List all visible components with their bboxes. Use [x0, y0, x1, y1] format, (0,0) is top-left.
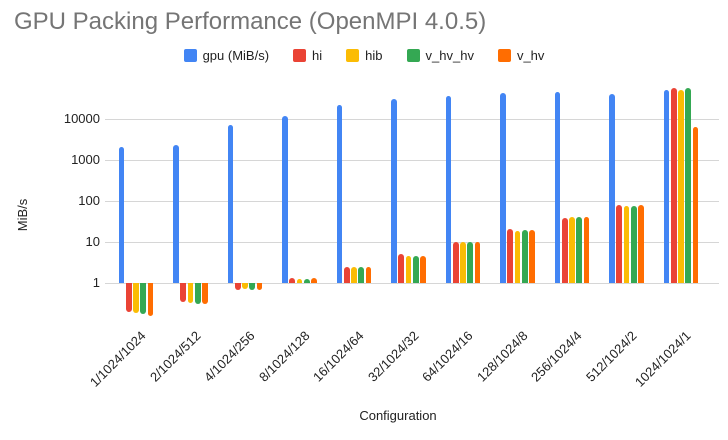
- bar-hi[interactable]: [507, 228, 514, 283]
- bar-hib[interactable]: [405, 256, 412, 283]
- bar-hi[interactable]: [343, 266, 350, 283]
- bar-v-hv[interactable]: [583, 217, 590, 283]
- bar-gpu-mib-s-[interactable]: [500, 93, 506, 283]
- y-tick-label: 1: [92, 275, 100, 290]
- bar-hi[interactable]: [234, 283, 241, 291]
- legend: gpu (MiB/s) hi hib v_hv_hv v_hv: [0, 47, 728, 63]
- y-tick-label: 10: [85, 234, 100, 250]
- legend-item-hi: hi: [293, 48, 322, 63]
- bar-hi[interactable]: [670, 88, 677, 283]
- bar-hi[interactable]: [180, 283, 187, 303]
- y-tick-label: 10000: [63, 111, 100, 127]
- bar-gpu-mib-s-[interactable]: [173, 144, 179, 283]
- y-tick-label: 100: [78, 193, 100, 209]
- chart-title: GPU Packing Performance (OpenMPI 4.0.5): [14, 8, 487, 35]
- legend-label: hib: [365, 47, 383, 63]
- bar-v-hv[interactable]: [256, 283, 263, 291]
- legend-label: hi: [312, 47, 323, 63]
- bar-v-hv-hv[interactable]: [467, 242, 474, 283]
- bar-hib[interactable]: [569, 217, 575, 283]
- bar-hib[interactable]: [514, 230, 521, 283]
- bar-gpu-mib-s-[interactable]: [227, 124, 234, 283]
- legend-swatch-icon: [293, 48, 307, 62]
- bar-v-hv-hv[interactable]: [358, 267, 365, 283]
- bar-hi[interactable]: [398, 254, 405, 283]
- bar-hib[interactable]: [351, 267, 357, 283]
- bar-v-hv-hv[interactable]: [685, 88, 692, 283]
- bar-hib[interactable]: [242, 283, 248, 290]
- bar-hi[interactable]: [616, 205, 623, 283]
- bar-v-hv-hv[interactable]: [521, 229, 528, 283]
- bar-gpu-mib-s-[interactable]: [336, 105, 343, 283]
- bar-v-hv-hv[interactable]: [412, 256, 419, 283]
- bar-v-hv[interactable]: [638, 205, 644, 283]
- bar-hib[interactable]: [133, 283, 139, 314]
- bar-v-hv-hv[interactable]: [249, 283, 256, 290]
- bar-hi[interactable]: [125, 283, 132, 312]
- legend-swatch-icon: [497, 48, 511, 62]
- y-tick-label: 1000: [71, 152, 100, 168]
- bar-v-hv-hv[interactable]: [194, 283, 201, 304]
- bar-gpu-mib-s-[interactable]: [391, 99, 397, 283]
- x-axis-title: Configuration: [359, 408, 437, 423]
- gridline: [105, 283, 719, 284]
- bar-v-hv[interactable]: [311, 278, 317, 283]
- legend-item-v-hv-hv: v_hv_hv: [406, 47, 474, 63]
- bar-v-hv[interactable]: [692, 127, 699, 283]
- bar-gpu-mib-s-[interactable]: [118, 146, 125, 283]
- bar-gpu-mib-s-[interactable]: [445, 95, 452, 283]
- legend-label: gpu (MiB/s): [202, 47, 270, 63]
- bar-v-hv[interactable]: [365, 267, 372, 283]
- gridline: [105, 201, 719, 203]
- bar-gpu-mib-s-[interactable]: [282, 116, 288, 283]
- bar-hib[interactable]: [623, 205, 630, 283]
- bar-v-hv[interactable]: [420, 255, 426, 283]
- legend-swatch-icon: [183, 48, 197, 62]
- bar-hib[interactable]: [187, 283, 194, 304]
- bar-gpu-mib-s-[interactable]: [663, 90, 670, 283]
- bar-v-hv[interactable]: [529, 229, 535, 283]
- legend-label: v_hv: [516, 47, 545, 63]
- bar-hib[interactable]: [678, 89, 684, 283]
- bar-hi[interactable]: [452, 242, 459, 283]
- gridline: [105, 119, 719, 121]
- bar-hib[interactable]: [460, 242, 466, 283]
- legend-swatch-icon: [346, 48, 360, 62]
- gridline: [105, 160, 719, 162]
- legend-swatch-icon: [406, 48, 420, 62]
- y-axis-title: MiB/s: [15, 198, 30, 232]
- legend-label: v_hv_hv: [425, 47, 474, 63]
- bar-hi[interactable]: [561, 218, 568, 283]
- bar-v-hv[interactable]: [202, 283, 208, 305]
- bar-hi[interactable]: [289, 278, 296, 283]
- legend-item-gpu-mib-s-: gpu (MiB/s): [183, 47, 270, 63]
- bar-hib[interactable]: [296, 279, 303, 283]
- gridline: [105, 242, 719, 244]
- bar-v-hv[interactable]: [474, 242, 481, 283]
- bar-v-hv-hv[interactable]: [630, 205, 637, 283]
- legend-item-hib: hib: [346, 47, 383, 63]
- legend-item-v-hv: v_hv: [497, 47, 545, 63]
- bar-v-hv-hv[interactable]: [303, 279, 310, 283]
- bar-gpu-mib-s-[interactable]: [554, 92, 561, 283]
- bar-v-hv-hv[interactable]: [140, 283, 147, 315]
- bar-gpu-mib-s-[interactable]: [609, 94, 615, 283]
- bar-v-hv-hv[interactable]: [576, 217, 583, 283]
- bar-v-hv[interactable]: [147, 283, 154, 316]
